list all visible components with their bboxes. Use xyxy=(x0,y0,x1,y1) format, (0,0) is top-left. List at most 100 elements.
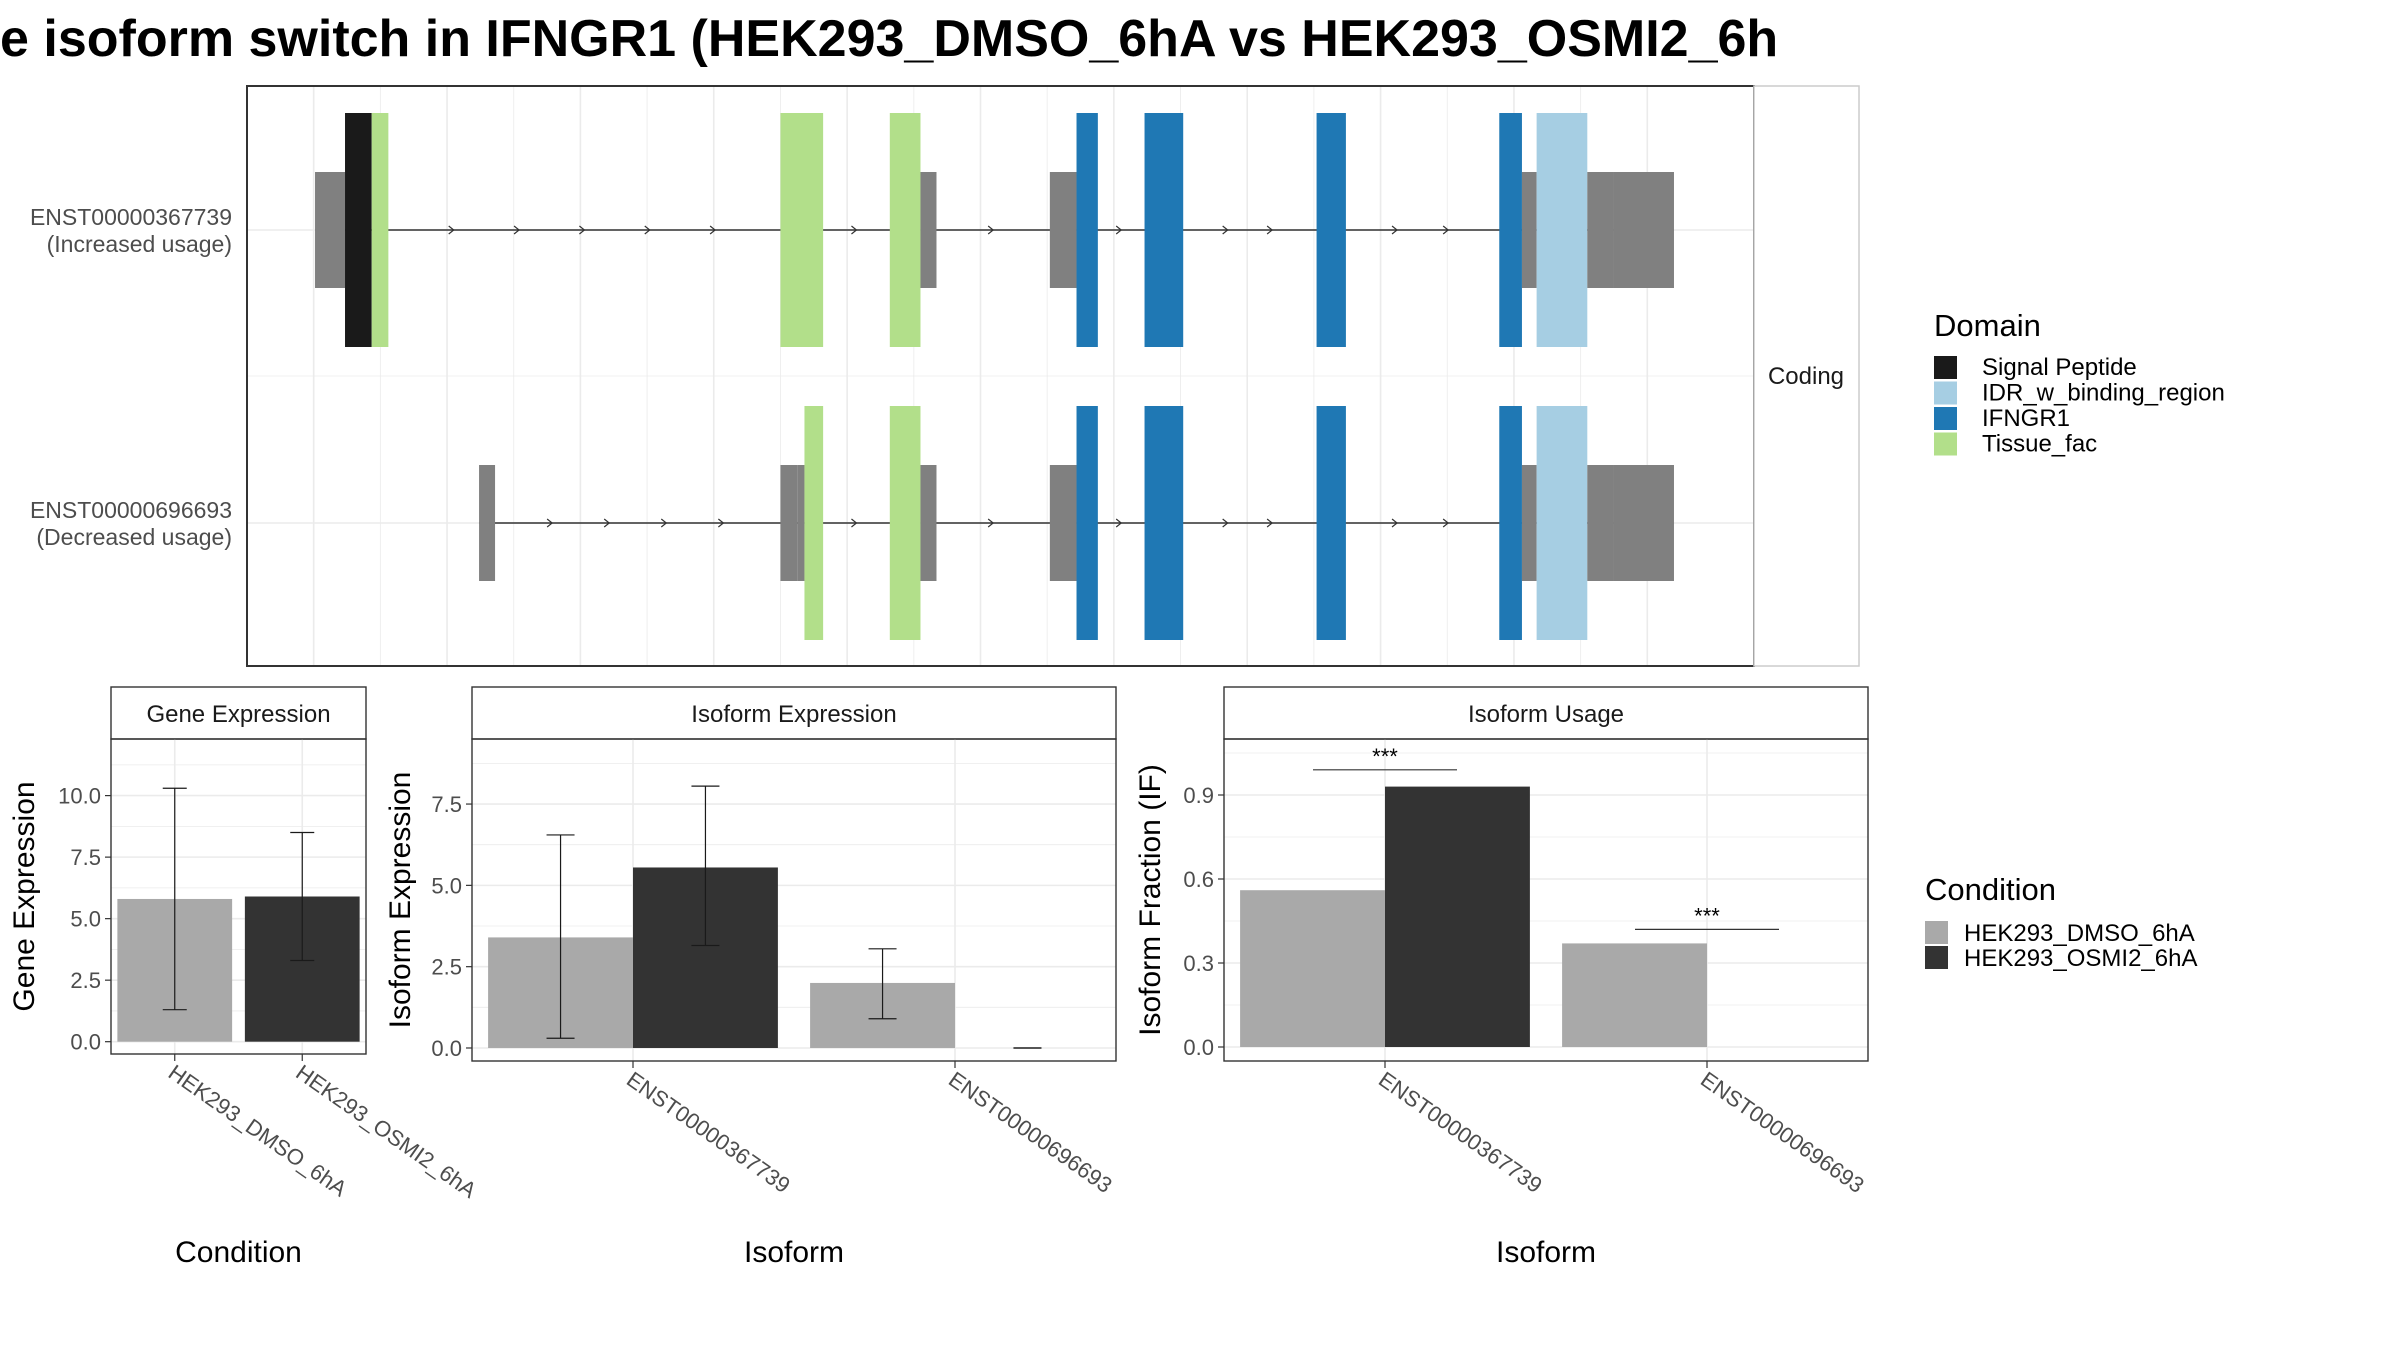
intron-arrow xyxy=(513,225,521,235)
y-tick-label: 0.0 xyxy=(431,1036,462,1061)
plot-title: e isoform switch in IFNGR1 (HEK293_DMSO_… xyxy=(0,10,1778,68)
intron-arrow xyxy=(717,518,725,528)
bar-dmso xyxy=(1562,943,1707,1047)
structure-marks xyxy=(315,113,1674,640)
transcript-1-usage: (Increased usage) xyxy=(47,231,232,257)
x-axis-title: Isoform xyxy=(1496,1236,1596,1269)
y-tick-label: 5.0 xyxy=(431,873,462,898)
domain-legend-label: Signal Peptide xyxy=(1982,354,2137,381)
domain-legend-items: Signal PeptideIDR_w_binding_regionIFNGR1… xyxy=(1934,354,2225,458)
exon-segment-idr xyxy=(1536,406,1588,640)
exon-segment-signal_peptide xyxy=(345,113,372,347)
panel-strip xyxy=(110,686,367,740)
transcript-1-id: ENST00000367739 xyxy=(30,204,232,230)
x-tick-label: ENST00000367739 xyxy=(1374,1067,1547,1198)
significance-label: *** xyxy=(1694,903,1720,928)
intron-arrow xyxy=(851,518,858,528)
y-tick-label: 7.5 xyxy=(70,845,101,870)
y-tick-label: 0.9 xyxy=(1183,783,1214,808)
domain-legend-swatch xyxy=(1934,432,1957,456)
panel-strip-label: Isoform Expression xyxy=(691,701,896,728)
exon-segment-utr xyxy=(1049,465,1077,581)
panel-border xyxy=(1223,738,1869,1062)
panel-strip xyxy=(1223,686,1869,740)
y-axis-title: Gene Expression xyxy=(8,781,41,1011)
x-axis-title: Isoform xyxy=(744,1236,844,1269)
exon-segment-utr xyxy=(1613,172,1674,288)
exon-segment-utr xyxy=(780,465,798,581)
domain-legend-swatch xyxy=(1934,407,1957,430)
intron-arrow xyxy=(644,225,651,235)
transcript-2-id: ENST00000696693 xyxy=(30,497,232,523)
y-tick-label: 7.5 xyxy=(431,792,462,817)
x-tick-label: ENST00000696693 xyxy=(944,1067,1117,1198)
intron-arrow xyxy=(1222,225,1229,235)
y-tick-label: 2.5 xyxy=(431,955,462,980)
domain-legend-swatch xyxy=(1934,381,1957,405)
y-tick-label: 0.3 xyxy=(1183,951,1214,976)
condition-legend-title: Condition xyxy=(1925,872,2056,907)
intron-arrow xyxy=(987,225,995,235)
y-tick-label: 5.0 xyxy=(70,907,101,932)
bar-panel-3: Isoform Usage *** *** 0.0 0.3 0.6 0.9 ENST00000… xyxy=(1134,686,1869,1269)
bar-panel-1: Gene Expression0.02.55.07.510.0HEK293_DM… xyxy=(8,686,481,1269)
significance-label: *** xyxy=(1372,744,1398,769)
x-tick-label: ENST00000367739 xyxy=(622,1067,795,1198)
exon-segment-tissue_fac xyxy=(889,406,921,640)
exon-segment-utr xyxy=(1587,465,1614,581)
exon-segment-ifngr1 xyxy=(1499,406,1522,640)
transcript-2-usage: (Decreased usage) xyxy=(36,524,232,550)
y-tick-label: 0.0 xyxy=(70,1030,101,1055)
intron-arrow xyxy=(546,518,554,528)
exon-segment-utr xyxy=(1521,172,1537,288)
exon-segment-tissue_fac xyxy=(780,113,824,347)
condition-legend-swatch-dmso xyxy=(1925,921,1948,944)
domain-legend-swatch xyxy=(1934,356,1957,379)
exon-segment-utr xyxy=(1521,465,1537,581)
exon-segment-ifngr1 xyxy=(1076,406,1098,640)
domain-legend: Domain Signal PeptideIDR_w_binding_regio… xyxy=(1934,308,2225,458)
intron-arrow xyxy=(1391,518,1398,528)
y-tick-label: 0.6 xyxy=(1183,867,1214,892)
exon-segment-ifngr1 xyxy=(1144,113,1184,347)
exon-segment-ifngr1 xyxy=(1316,113,1346,347)
intron-arrow xyxy=(1222,518,1229,528)
panel-strip xyxy=(471,686,1117,740)
intron-arrow xyxy=(579,225,586,235)
exon-segment-utr xyxy=(1049,172,1077,288)
condition-legend-swatch-osmi2 xyxy=(1925,946,1948,969)
intron-arrow xyxy=(1442,225,1450,235)
domain-legend-label: IDR_w_binding_region xyxy=(1982,380,2225,407)
intron-arrow xyxy=(851,225,858,235)
y-tick-label: 2.5 xyxy=(70,968,101,993)
intron-arrow xyxy=(1266,518,1274,528)
intron-arrow xyxy=(1115,518,1123,528)
exon-segment-ifngr1 xyxy=(1499,113,1522,347)
panel-strip-label: Isoform Usage xyxy=(1468,701,1624,728)
coding-strip-label: Coding xyxy=(1768,363,1844,390)
exon-segment-tissue_fac xyxy=(804,406,824,640)
x-tick-label: ENST00000696693 xyxy=(1696,1067,1869,1198)
intron-arrow xyxy=(1391,225,1398,235)
condition-legend-label-dmso: HEK293_DMSO_6hA xyxy=(1964,920,2195,947)
y-tick-label: 0.0 xyxy=(1183,1035,1214,1060)
intron-arrow xyxy=(1442,518,1450,528)
condition-legend-label-osmi2: HEK293_OSMI2_6hA xyxy=(1964,945,2197,972)
bar-osmi2 xyxy=(1385,786,1530,1047)
exon-segment-ifngr1 xyxy=(1076,113,1098,347)
bar-panels: Gene Expression0.02.55.07.510.0HEK293_DM… xyxy=(8,686,1869,1269)
exon-segment-utr xyxy=(920,172,937,288)
exon-segment-tissue_fac xyxy=(371,113,389,347)
coding-strip xyxy=(1753,85,1860,667)
panel-border xyxy=(110,738,367,1055)
exon-segment-utr xyxy=(315,172,346,288)
intron-arrow xyxy=(1115,225,1123,235)
intron-arrow xyxy=(603,518,611,528)
y-axis-title: Isoform Expression xyxy=(384,772,417,1029)
intron-arrow xyxy=(660,518,668,528)
bar-dmso xyxy=(1240,890,1385,1047)
exon-segment-utr xyxy=(920,465,937,581)
intron-arrow xyxy=(448,225,455,235)
structure-panel: Coding ENST00000367739 (Increased usage)… xyxy=(30,85,1860,667)
